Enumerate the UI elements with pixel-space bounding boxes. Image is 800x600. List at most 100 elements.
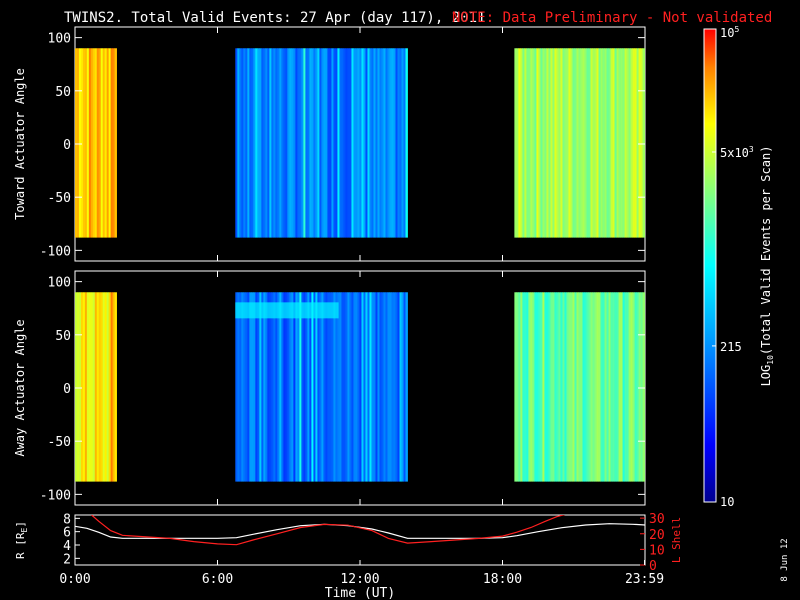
- heatmap-column: [572, 48, 575, 238]
- heatmap-column: [291, 48, 294, 238]
- heatmap-column: [377, 48, 380, 238]
- heatmap-column: [576, 292, 579, 482]
- heatmap-column: [375, 292, 378, 482]
- heatmap-column: [323, 292, 326, 482]
- ytick-label-right: 20: [649, 528, 665, 543]
- heatmap-column: [620, 292, 623, 482]
- heatmap-column: [580, 292, 583, 482]
- heatmap-column: [612, 292, 615, 482]
- heatmap-column: [245, 48, 248, 238]
- heatmap-column: [357, 48, 360, 238]
- heatmap-column: [273, 292, 276, 482]
- heatmap-column: [636, 48, 639, 238]
- heatmap-column: [343, 48, 346, 238]
- heatmap-column: [269, 48, 272, 238]
- heatmap-column: [345, 292, 348, 482]
- heatmap-column: [542, 48, 545, 238]
- heatmap-column: [325, 48, 328, 238]
- ytick-label: 100: [48, 32, 71, 47]
- heatmap-column: [108, 292, 112, 482]
- heatmap-column: [309, 48, 312, 238]
- heatmap-away: [75, 292, 645, 482]
- colorbar-label: LOG10(Total Valid Events per Scan): [759, 146, 775, 387]
- heatmap-column: [301, 48, 304, 238]
- heatmap-column: [86, 48, 90, 238]
- heatmap-column: [261, 48, 264, 238]
- colorbar-tick-label: 215: [720, 340, 742, 354]
- heatmap-column: [568, 48, 571, 238]
- heatmap-column: [598, 292, 601, 482]
- heatmap-column: [301, 292, 304, 482]
- heatmap-column: [592, 48, 595, 238]
- heatmap-column: [363, 48, 366, 238]
- heatmap-column: [94, 48, 98, 238]
- heatmap-column: [78, 292, 82, 482]
- heatmap-column: [622, 292, 625, 482]
- heatmap-column: [104, 292, 108, 482]
- heatmap-column: [110, 292, 114, 482]
- heatmap-column: [355, 48, 358, 238]
- heatmap-column: [317, 48, 320, 238]
- heatmap-column: [90, 48, 94, 238]
- heatmap-column: [381, 292, 384, 482]
- heatmap-column: [602, 292, 605, 482]
- heatmap-column: [349, 48, 352, 238]
- heatmap-column: [369, 48, 372, 238]
- heatmap-column: [112, 292, 115, 482]
- heatmap-column: [267, 48, 270, 238]
- heatmap-column: [640, 292, 643, 482]
- heatmap-column: [275, 292, 278, 482]
- heatmap-column: [634, 292, 637, 482]
- heatmap-column: [566, 48, 569, 238]
- heatmap-column: [92, 48, 96, 238]
- heatmap-column: [267, 292, 270, 482]
- colorbar-tick-label: 10: [720, 495, 734, 509]
- heatmap-column: [375, 48, 378, 238]
- colorbar-tick-label: 5x103: [720, 145, 754, 160]
- ylabel-orbit-left: R [RE]: [14, 521, 29, 559]
- heatmap-column: [610, 292, 613, 482]
- heatmap-column: [263, 292, 266, 482]
- heatmap-column: [399, 292, 402, 482]
- heatmap-column: [261, 292, 264, 482]
- heatmap-column: [610, 48, 613, 238]
- heatmap-column: [397, 292, 400, 482]
- heatmap-column: [114, 48, 117, 238]
- heatmap-column: [357, 292, 360, 482]
- ytick-label: -50: [48, 191, 71, 206]
- ylabel-orbit-right: L Shell: [670, 517, 683, 563]
- heatmap-column: [608, 48, 611, 238]
- heatmap-column: [630, 292, 633, 482]
- heatmap-column: [530, 292, 533, 482]
- colorbar-scale: [703, 28, 717, 503]
- heatmap-column: [556, 48, 559, 238]
- heatmap-column: [321, 48, 324, 238]
- ytick-label: 50: [55, 329, 71, 344]
- heatmap-column: [102, 292, 106, 482]
- heatmap-column: [554, 48, 557, 238]
- heatmap-column: [106, 292, 110, 482]
- heatmap-column: [251, 48, 254, 238]
- heatmap-column: [546, 48, 549, 238]
- heatmap-column: [369, 292, 372, 482]
- heatmap-column: [255, 48, 258, 238]
- heatmap-column: [235, 48, 238, 238]
- heatmap-column: [84, 292, 88, 482]
- heatmap-column: [379, 292, 382, 482]
- heatmap-column: [96, 292, 100, 482]
- heatmap-column: [241, 48, 244, 238]
- heatmap-column: [112, 48, 115, 238]
- heatmap-column: [281, 48, 284, 238]
- heatmap-column: [544, 48, 547, 238]
- heatmap-column: [564, 292, 567, 482]
- ytick-label: 0: [63, 138, 71, 153]
- heatmap-column: [526, 292, 529, 482]
- heatmap-column: [383, 292, 386, 482]
- heatmap-column: [606, 292, 609, 482]
- heatmap-column: [522, 292, 525, 482]
- heatmap-column: [530, 48, 533, 238]
- heatmap-column: [574, 48, 577, 238]
- xtick-label: 18:00: [483, 572, 522, 587]
- heatmap-column: [620, 48, 623, 238]
